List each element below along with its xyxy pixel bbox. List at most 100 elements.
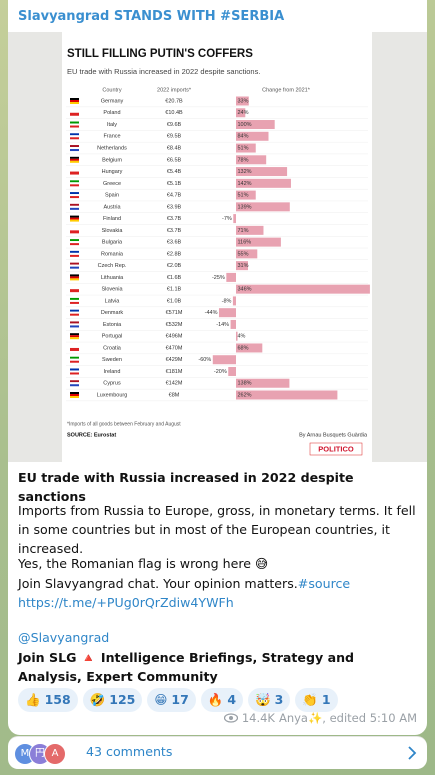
bar xyxy=(236,131,269,141)
flag xyxy=(70,112,79,116)
bar xyxy=(236,96,249,106)
flag xyxy=(70,380,79,383)
imports: €9.6B xyxy=(167,122,182,128)
post-image[interactable]: STILL FILLING PUTIN'S COFFERS EU trade w… xyxy=(8,32,427,462)
value-label: 346% xyxy=(238,287,252,293)
value-label: 31% xyxy=(238,263,249,269)
flag xyxy=(70,205,79,208)
flag xyxy=(70,370,79,373)
bar xyxy=(212,355,236,365)
flag xyxy=(70,137,79,140)
chart-background xyxy=(62,32,372,462)
flag xyxy=(70,125,79,128)
bar xyxy=(236,155,267,165)
country: Ireland xyxy=(104,369,121,375)
flag xyxy=(70,135,79,138)
country: Austria xyxy=(103,204,121,210)
imports: €181M xyxy=(166,369,183,375)
reaction[interactable]: 👍 158 xyxy=(18,688,78,712)
country: Lithuania xyxy=(101,275,124,281)
bar xyxy=(236,225,264,235)
flag xyxy=(70,368,79,371)
bar xyxy=(233,214,236,224)
reaction-count: 17 xyxy=(171,692,189,707)
imports: €3.6B xyxy=(167,240,182,246)
flag xyxy=(70,344,79,348)
country: Luxembourg xyxy=(97,392,128,398)
country: Denmark xyxy=(101,310,124,316)
imports: €3.7B xyxy=(167,216,182,222)
reaction-count: 158 xyxy=(44,692,71,707)
brand-box xyxy=(309,442,363,456)
source: SOURCE: Eurostat xyxy=(67,432,116,438)
reaction[interactable]: 🔥 4 xyxy=(200,688,244,712)
country: Germany xyxy=(101,98,124,104)
flag xyxy=(70,276,79,279)
mention[interactable]: @Slavyangrad xyxy=(18,630,110,645)
value-label: 51% xyxy=(238,145,249,151)
value-label: 68% xyxy=(238,345,249,351)
flag xyxy=(70,145,79,148)
value-label: 100% xyxy=(238,122,252,128)
bar xyxy=(236,143,256,153)
value-label: 55% xyxy=(238,251,249,257)
country: Estonia xyxy=(103,322,122,328)
flag xyxy=(70,254,79,257)
column-header: Change from 2021* xyxy=(262,87,311,93)
value-label: 84% xyxy=(238,134,249,140)
column-header: Country xyxy=(102,87,122,93)
reaction[interactable]: 🤯 3 xyxy=(248,688,291,712)
flag xyxy=(70,156,79,159)
flag xyxy=(70,382,79,385)
reaction[interactable]: 🤣 125 xyxy=(82,688,143,712)
country: France xyxy=(103,134,120,140)
imports: €2.0B xyxy=(167,263,182,269)
reactions: 👍 158 🤣 125 😁 17 🔥 4 🤯 3 👏 1 xyxy=(18,688,338,712)
flag xyxy=(70,299,79,302)
bar xyxy=(236,331,238,341)
reaction-emoji: 🤣 xyxy=(89,692,106,707)
join-chat: Join Slavyangrad chat. Your opinion matt… xyxy=(18,576,298,591)
channel-name[interactable]: Slavyangrad STANDS WITH #SERBIA xyxy=(18,9,285,24)
flag xyxy=(70,360,79,363)
flag xyxy=(70,217,79,220)
hashtag[interactable]: #source xyxy=(297,576,351,591)
flag xyxy=(70,227,79,231)
flag xyxy=(70,147,79,150)
country: Czech Rep. xyxy=(98,263,127,269)
country: Spain xyxy=(105,193,119,199)
bar xyxy=(230,319,236,329)
value-label: 132% xyxy=(238,169,252,175)
value-label: 71% xyxy=(238,228,249,234)
imports: €4.7B xyxy=(167,193,182,199)
chart-title: STILL FILLING PUTIN'S COFFERS xyxy=(67,48,253,60)
flag xyxy=(70,160,79,163)
flag xyxy=(70,149,79,152)
views-icon xyxy=(223,713,238,723)
value-label: -60% xyxy=(198,357,211,363)
bar xyxy=(228,366,236,376)
country: Finland xyxy=(103,216,121,222)
imports: €10.4B xyxy=(165,110,183,116)
value-label: -7% xyxy=(222,216,232,222)
flag xyxy=(70,158,79,161)
column-header: 2022 imports* xyxy=(157,87,192,93)
reaction[interactable]: 😁 17 xyxy=(147,688,196,712)
flag xyxy=(70,335,79,338)
promo: Join SLG 🔺 Intelligence Briefings, Strat… xyxy=(18,650,355,684)
flag xyxy=(70,100,79,102)
country: Cyprus xyxy=(103,381,121,387)
invite-link[interactable]: https://t.me/+PUg0rQrZdiw4YWFh xyxy=(18,595,234,610)
flag xyxy=(70,311,79,314)
flag xyxy=(70,196,79,199)
value-label: 139% xyxy=(238,204,252,210)
flag xyxy=(70,243,79,246)
chevron xyxy=(408,746,417,760)
reaction[interactable]: 👏 1 xyxy=(295,688,338,712)
comments-bar[interactable]: M 円 A 43 comments xyxy=(8,736,427,769)
flag xyxy=(70,121,79,124)
flag xyxy=(70,192,79,195)
flag xyxy=(70,274,79,277)
post-note: Yes, the Romanian flag is wrong here 😅 xyxy=(18,556,269,571)
